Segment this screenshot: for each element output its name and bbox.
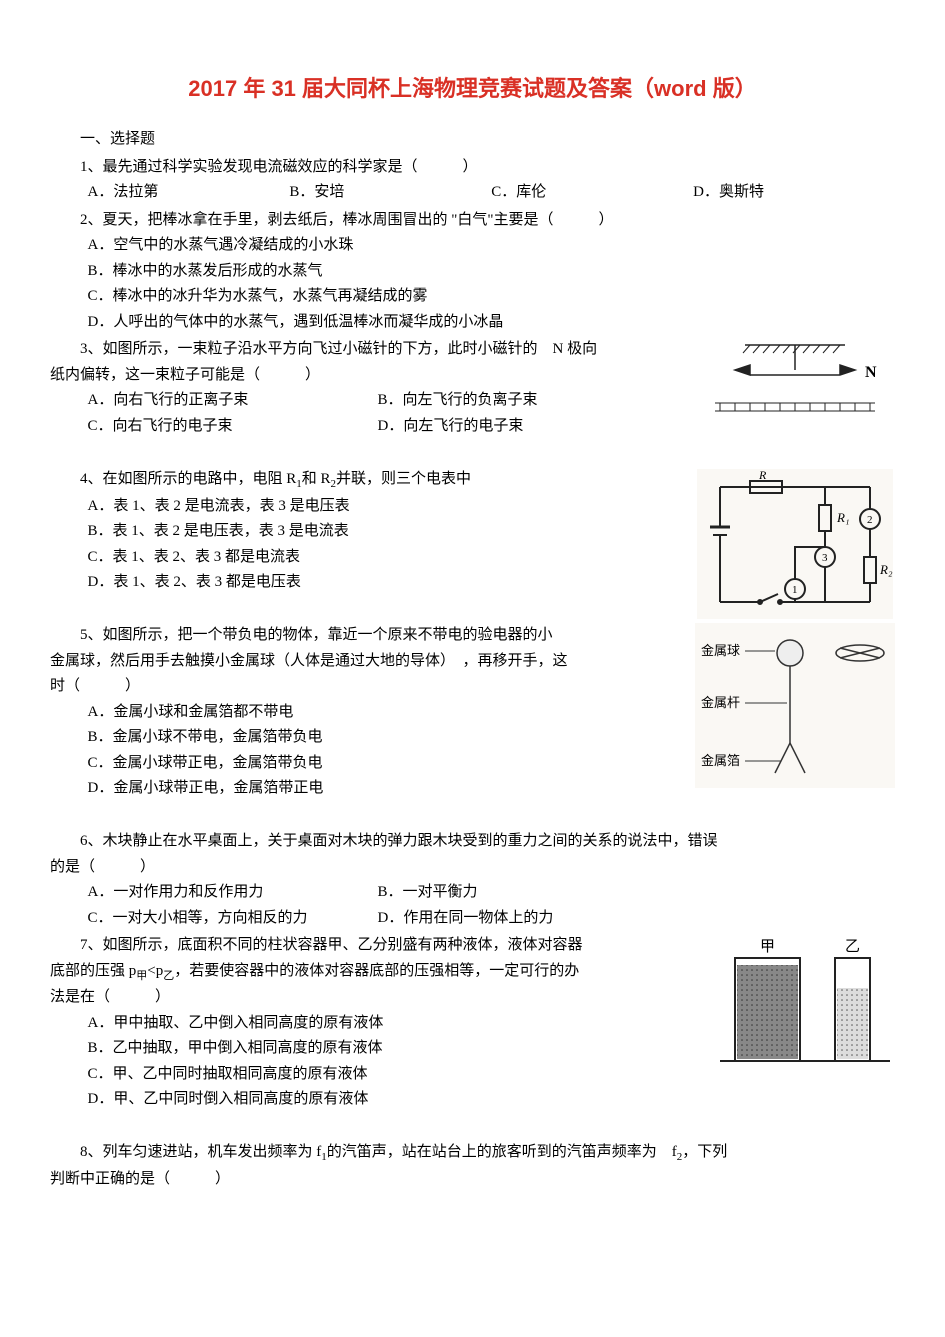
q8-stem-mid: 的汽笛声，站在站台上的旅客听到的汽笛声频率为 f <box>327 1144 677 1160</box>
q3-block: N 3、如图所示，一束粒子沿水平方向飞过小磁针的下方，此时小磁针的 N 极向 纸… <box>50 337 895 439</box>
q4-stem-pre: 4、在如图所示的电路中，电阻 R <box>80 471 296 487</box>
q4-label-r2: R₂ <box>879 562 893 577</box>
q7-block: 甲 乙 7、如图所示，底面积不同的柱状容器甲、乙分别盛有两种液体，液体对容器 底… <box>50 933 895 1113</box>
q3-opt-c: C．向右飞行的电子束 <box>88 414 378 440</box>
q5-block: 金属球 金属杆 金属箔 5、如图所示，把一个带负电的物体，靠近一个原来不带电的验… <box>50 623 895 802</box>
q6-row2: C．一对大小相等，方向相反的力 D．作用在同一物体上的力 <box>50 906 895 932</box>
q2-opt-d: D．人呼出的气体中的水蒸气，遇到低温棒冰而凝华成的小冰晶 <box>50 310 895 336</box>
q1-opt-b: B．安培 <box>289 180 491 206</box>
q6-opt-a: A．一对作用力和反作用力 <box>88 880 378 906</box>
q3-stem-line1: 3、如图所示，一束粒子沿水平方向飞过小磁针的下方，此时小磁针的 N 极向 <box>50 337 895 363</box>
section-header: 一、选择题 <box>50 127 895 153</box>
q7-stem-line1: 7、如图所示，底面积不同的柱状容器甲、乙分别盛有两种液体，液体对容器 <box>50 933 895 959</box>
q5-stem-line1: 5、如图所示，把一个带负电的物体，靠近一个原来不带电的验电器的小 <box>50 623 895 649</box>
q7-stem2-pre: 底部的压强 p <box>50 963 136 979</box>
q1-stem: 1、最先通过科学实验发现电流磁效应的科学家是（ ） <box>50 155 895 181</box>
q6-stem-line1: 6、木块静止在水平桌面上，关于桌面对木块的弹力跟木块受到的重力之间的关系的说法中… <box>50 829 895 855</box>
q1-opt-d: D．奥斯特 <box>693 180 895 206</box>
q2-stem: 2、夏天，把棒冰拿在手里，剥去纸后，棒冰周围冒出的 "白气"主要是（ ） <box>50 208 895 234</box>
q8-stem-line2: 判断中正确的是（ ） <box>50 1167 895 1193</box>
q6-opt-d: D．作用在同一物体上的力 <box>378 906 896 932</box>
q6-row1: A．一对作用力和反作用力 B．一对平衡力 <box>50 880 895 906</box>
q7-opt-d: D．甲、乙中同时倒入相同高度的原有液体 <box>50 1087 895 1113</box>
q6-opt-b: B．一对平衡力 <box>378 880 896 906</box>
q7-sub-jia: 甲 <box>136 970 147 982</box>
q1-opt-a: A．法拉第 <box>88 180 290 206</box>
q4-label-m1: 1 <box>792 584 798 596</box>
q7-sub-yi: 乙 <box>163 970 174 982</box>
q4-stem-mid: 和 R <box>302 471 331 487</box>
q7-stem2-mid: <p <box>147 963 163 979</box>
q2-opt-b: B．棒冰中的水蒸发后形成的水蒸气 <box>50 259 895 285</box>
q4-label-m2: 2 <box>867 514 873 526</box>
q6-stem-line2: 的是（ ） <box>50 855 895 881</box>
q5-label-leaf: 金属箔 <box>701 753 740 768</box>
q4-stem-post: 并联，则三个电表中 <box>336 471 471 487</box>
q8-stem-line1: 8、列车匀速进站，机车发出频率为 f1的汽笛声，站在站台上的旅客听到的汽笛声频率… <box>50 1140 895 1167</box>
q8-stem-post: ，下列 <box>682 1144 727 1160</box>
q5-label-rod: 金属杆 <box>701 695 740 710</box>
q7-stem2-post: ，若要使容器中的液体对容器底部的压强相等，一定可行的办 <box>174 963 579 979</box>
q4-block: R R₁ R₂ 1 2 3 4、在如图所示的电路中，电阻 R1和 R2并联，则三… <box>50 467 895 596</box>
q4-label-r1: R₁ <box>836 510 849 525</box>
q2-opt-a: A．空气中的水蒸气遇冷凝结成的小水珠 <box>50 233 895 259</box>
q2-opt-c: C．棒冰中的冰升华为水蒸气，水蒸气再凝结成的雾 <box>50 284 895 310</box>
page-title: 2017 年 31 届大同杯上海物理竞赛试题及答案（word 版） <box>50 70 895 107</box>
q4-stem: 4、在如图所示的电路中，电阻 R1和 R2并联，则三个电表中 <box>50 467 895 494</box>
q3-fig-label: N <box>865 364 877 381</box>
q8-stem-pre: 8、列车匀速进站，机车发出频率为 f <box>80 1144 321 1160</box>
q4-label-m3: 3 <box>822 552 828 564</box>
q1-options: A．法拉第 B．安培 C．库伦 D．奥斯特 <box>50 180 895 206</box>
q6-opt-c: C．一对大小相等，方向相反的力 <box>88 906 378 932</box>
q1-opt-c: C．库伦 <box>491 180 693 206</box>
q3-opt-a: A．向右飞行的正离子束 <box>88 388 378 414</box>
